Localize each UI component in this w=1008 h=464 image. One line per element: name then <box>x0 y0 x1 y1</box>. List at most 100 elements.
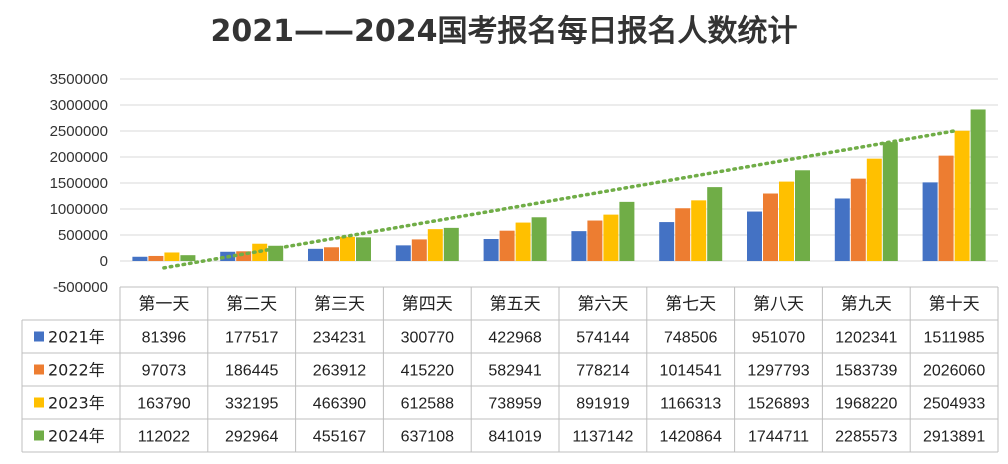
bar <box>922 182 938 261</box>
data-label: 612588 <box>401 396 454 413</box>
legend-swatch <box>34 364 44 375</box>
bar <box>763 193 778 261</box>
bar <box>356 237 371 261</box>
y-tick-label: 2000000 <box>50 149 108 166</box>
data-label: 748506 <box>664 330 717 347</box>
x-tick-label: 第六天 <box>577 295 628 315</box>
legend-swatch <box>34 331 44 342</box>
data-label: 1202341 <box>835 330 897 347</box>
x-tick-label: 第五天 <box>490 295 541 315</box>
y-tick-label: 500000 <box>58 227 108 244</box>
data-label: 574144 <box>576 330 629 347</box>
y-tick-label: 1500000 <box>50 175 108 192</box>
data-label: 1744711 <box>748 429 809 446</box>
bar <box>659 222 675 261</box>
bar <box>866 158 882 261</box>
bar <box>882 142 898 261</box>
bar <box>340 236 355 261</box>
data-label: 97073 <box>142 363 187 380</box>
x-tick-label: 第七天 <box>665 295 716 315</box>
data-label: 177517 <box>225 330 278 347</box>
data-label: 1137142 <box>572 429 633 446</box>
bar <box>324 247 339 261</box>
x-tick-label: 第十天 <box>929 295 980 315</box>
data-label: 1420864 <box>660 429 722 446</box>
bar <box>308 248 323 261</box>
bar <box>707 187 723 261</box>
data-label: 81396 <box>142 330 187 347</box>
bar <box>443 227 459 261</box>
data-label: 422968 <box>488 330 541 347</box>
bar <box>132 256 148 261</box>
bar <box>747 211 762 261</box>
y-tick-label: 3500000 <box>50 71 108 88</box>
bar <box>236 251 252 261</box>
bar <box>499 230 515 261</box>
data-label: 1583739 <box>835 363 897 380</box>
bar <box>395 245 411 261</box>
data-label: 292964 <box>225 429 278 446</box>
data-label: 2504933 <box>923 396 985 413</box>
data-label: 1297793 <box>747 363 809 380</box>
data-label: 2026060 <box>923 363 985 380</box>
bar <box>779 181 794 261</box>
legend-label: 2022年 <box>48 361 105 380</box>
data-label: 2285573 <box>835 429 897 446</box>
data-label: 891919 <box>576 396 629 413</box>
data-label: 332195 <box>225 396 278 413</box>
data-label: 1968220 <box>835 396 897 413</box>
bar <box>603 214 619 261</box>
bar <box>427 229 443 261</box>
data-label: 2913891 <box>923 429 985 446</box>
bar <box>483 239 499 261</box>
y-tick-label: 2500000 <box>50 123 108 140</box>
legend-swatch <box>34 397 44 408</box>
x-tick-label: 第四天 <box>402 295 453 315</box>
data-label: 1014541 <box>660 363 722 380</box>
y-tick-label: 3000000 <box>50 97 108 114</box>
data-label: 466390 <box>313 396 366 413</box>
data-label: 300770 <box>401 330 454 347</box>
data-label: 112022 <box>138 429 190 446</box>
x-tick-label: 第一天 <box>138 295 189 315</box>
data-label: 1166313 <box>660 396 721 413</box>
data-label: 637108 <box>401 429 454 446</box>
data-label: 778214 <box>576 363 629 380</box>
bar <box>531 217 547 261</box>
chart-title: 2021——2024国考报名每日报名人数统计 <box>210 14 798 49</box>
bar <box>850 178 866 261</box>
bar <box>411 239 427 261</box>
data-label: 582941 <box>488 363 541 380</box>
bar <box>148 255 164 261</box>
data-label: 415220 <box>401 363 454 380</box>
legend-label: 2024年 <box>48 427 105 446</box>
x-tick-label: 第二天 <box>226 295 277 315</box>
y-tick-label: -500000 <box>53 279 108 296</box>
data-label: 951070 <box>752 330 805 347</box>
bar <box>938 155 954 261</box>
data-label: 163790 <box>137 396 190 413</box>
bar <box>515 222 531 261</box>
bar <box>164 252 180 261</box>
legend-swatch <box>34 430 44 441</box>
x-tick-label: 第八天 <box>753 295 804 315</box>
bar <box>180 255 196 261</box>
data-label: 738959 <box>488 396 541 413</box>
bar <box>970 109 986 262</box>
legend-label: 2023年 <box>48 394 105 413</box>
x-tick-label: 第九天 <box>841 295 892 315</box>
data-label: 1511985 <box>924 330 985 347</box>
bar <box>954 130 970 261</box>
data-label: 1526893 <box>747 396 809 413</box>
data-label: 841019 <box>488 429 541 446</box>
bar <box>675 208 691 261</box>
bar <box>834 198 850 261</box>
bar <box>691 200 707 261</box>
data-label: 234231 <box>313 330 366 347</box>
legend-label: 2021年 <box>48 328 105 347</box>
y-tick-label: 1000000 <box>50 201 108 218</box>
data-label: 455167 <box>313 429 366 446</box>
bar <box>587 220 603 261</box>
data-label: 186445 <box>225 363 278 380</box>
